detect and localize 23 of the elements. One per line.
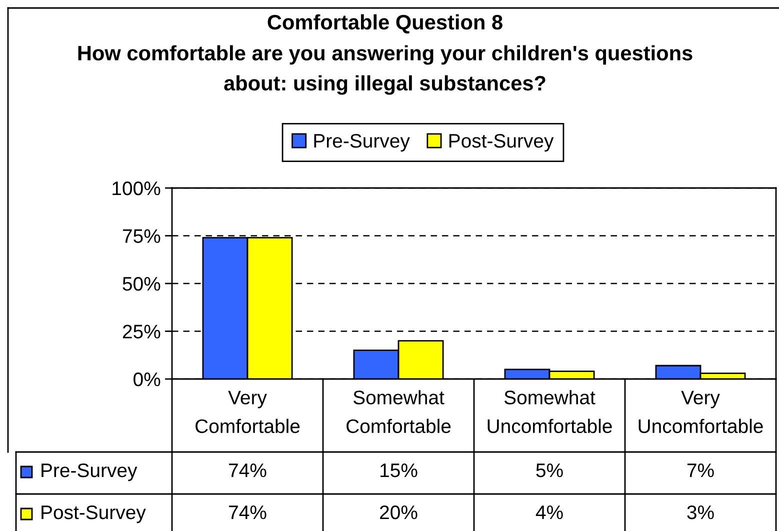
y-tick-label: 100% (112, 181, 160, 196)
data-label: 74% (229, 464, 266, 478)
x-tick-label: Very Comfortable (196, 390, 300, 434)
data-label: 4% (536, 506, 563, 520)
data-label: 3% (687, 505, 714, 520)
y-tick-label: 0% (134, 372, 160, 386)
text: Post-Survey (42, 505, 146, 524)
data-label: 5% (536, 464, 563, 478)
y-tick-label: 25% (122, 324, 160, 338)
text: Pre-Survey (42, 463, 138, 482)
data-label: 15% (380, 464, 418, 478)
data-label: 74% (229, 506, 266, 520)
data-label: 20% (380, 505, 418, 520)
x-tick-label: Somewhat Uncomfortable (488, 390, 612, 434)
chart-title: Comfortable Question 8 (268, 14, 502, 34)
x-tick-label: Very Uncomfortable (638, 390, 763, 434)
data-label: 7% (687, 464, 714, 478)
legend-label: Pre-Survey (314, 134, 410, 152)
y-tick-label: 75% (122, 229, 160, 243)
x-tick-label: Somewhat Comfortable (346, 390, 451, 434)
y-tick-label: 50% (122, 276, 160, 291)
legend-label: Post-Survey (449, 134, 554, 152)
chart-subtitle: How comfortable are you answering your children's questions about: using illegal substances? (78, 45, 692, 95)
